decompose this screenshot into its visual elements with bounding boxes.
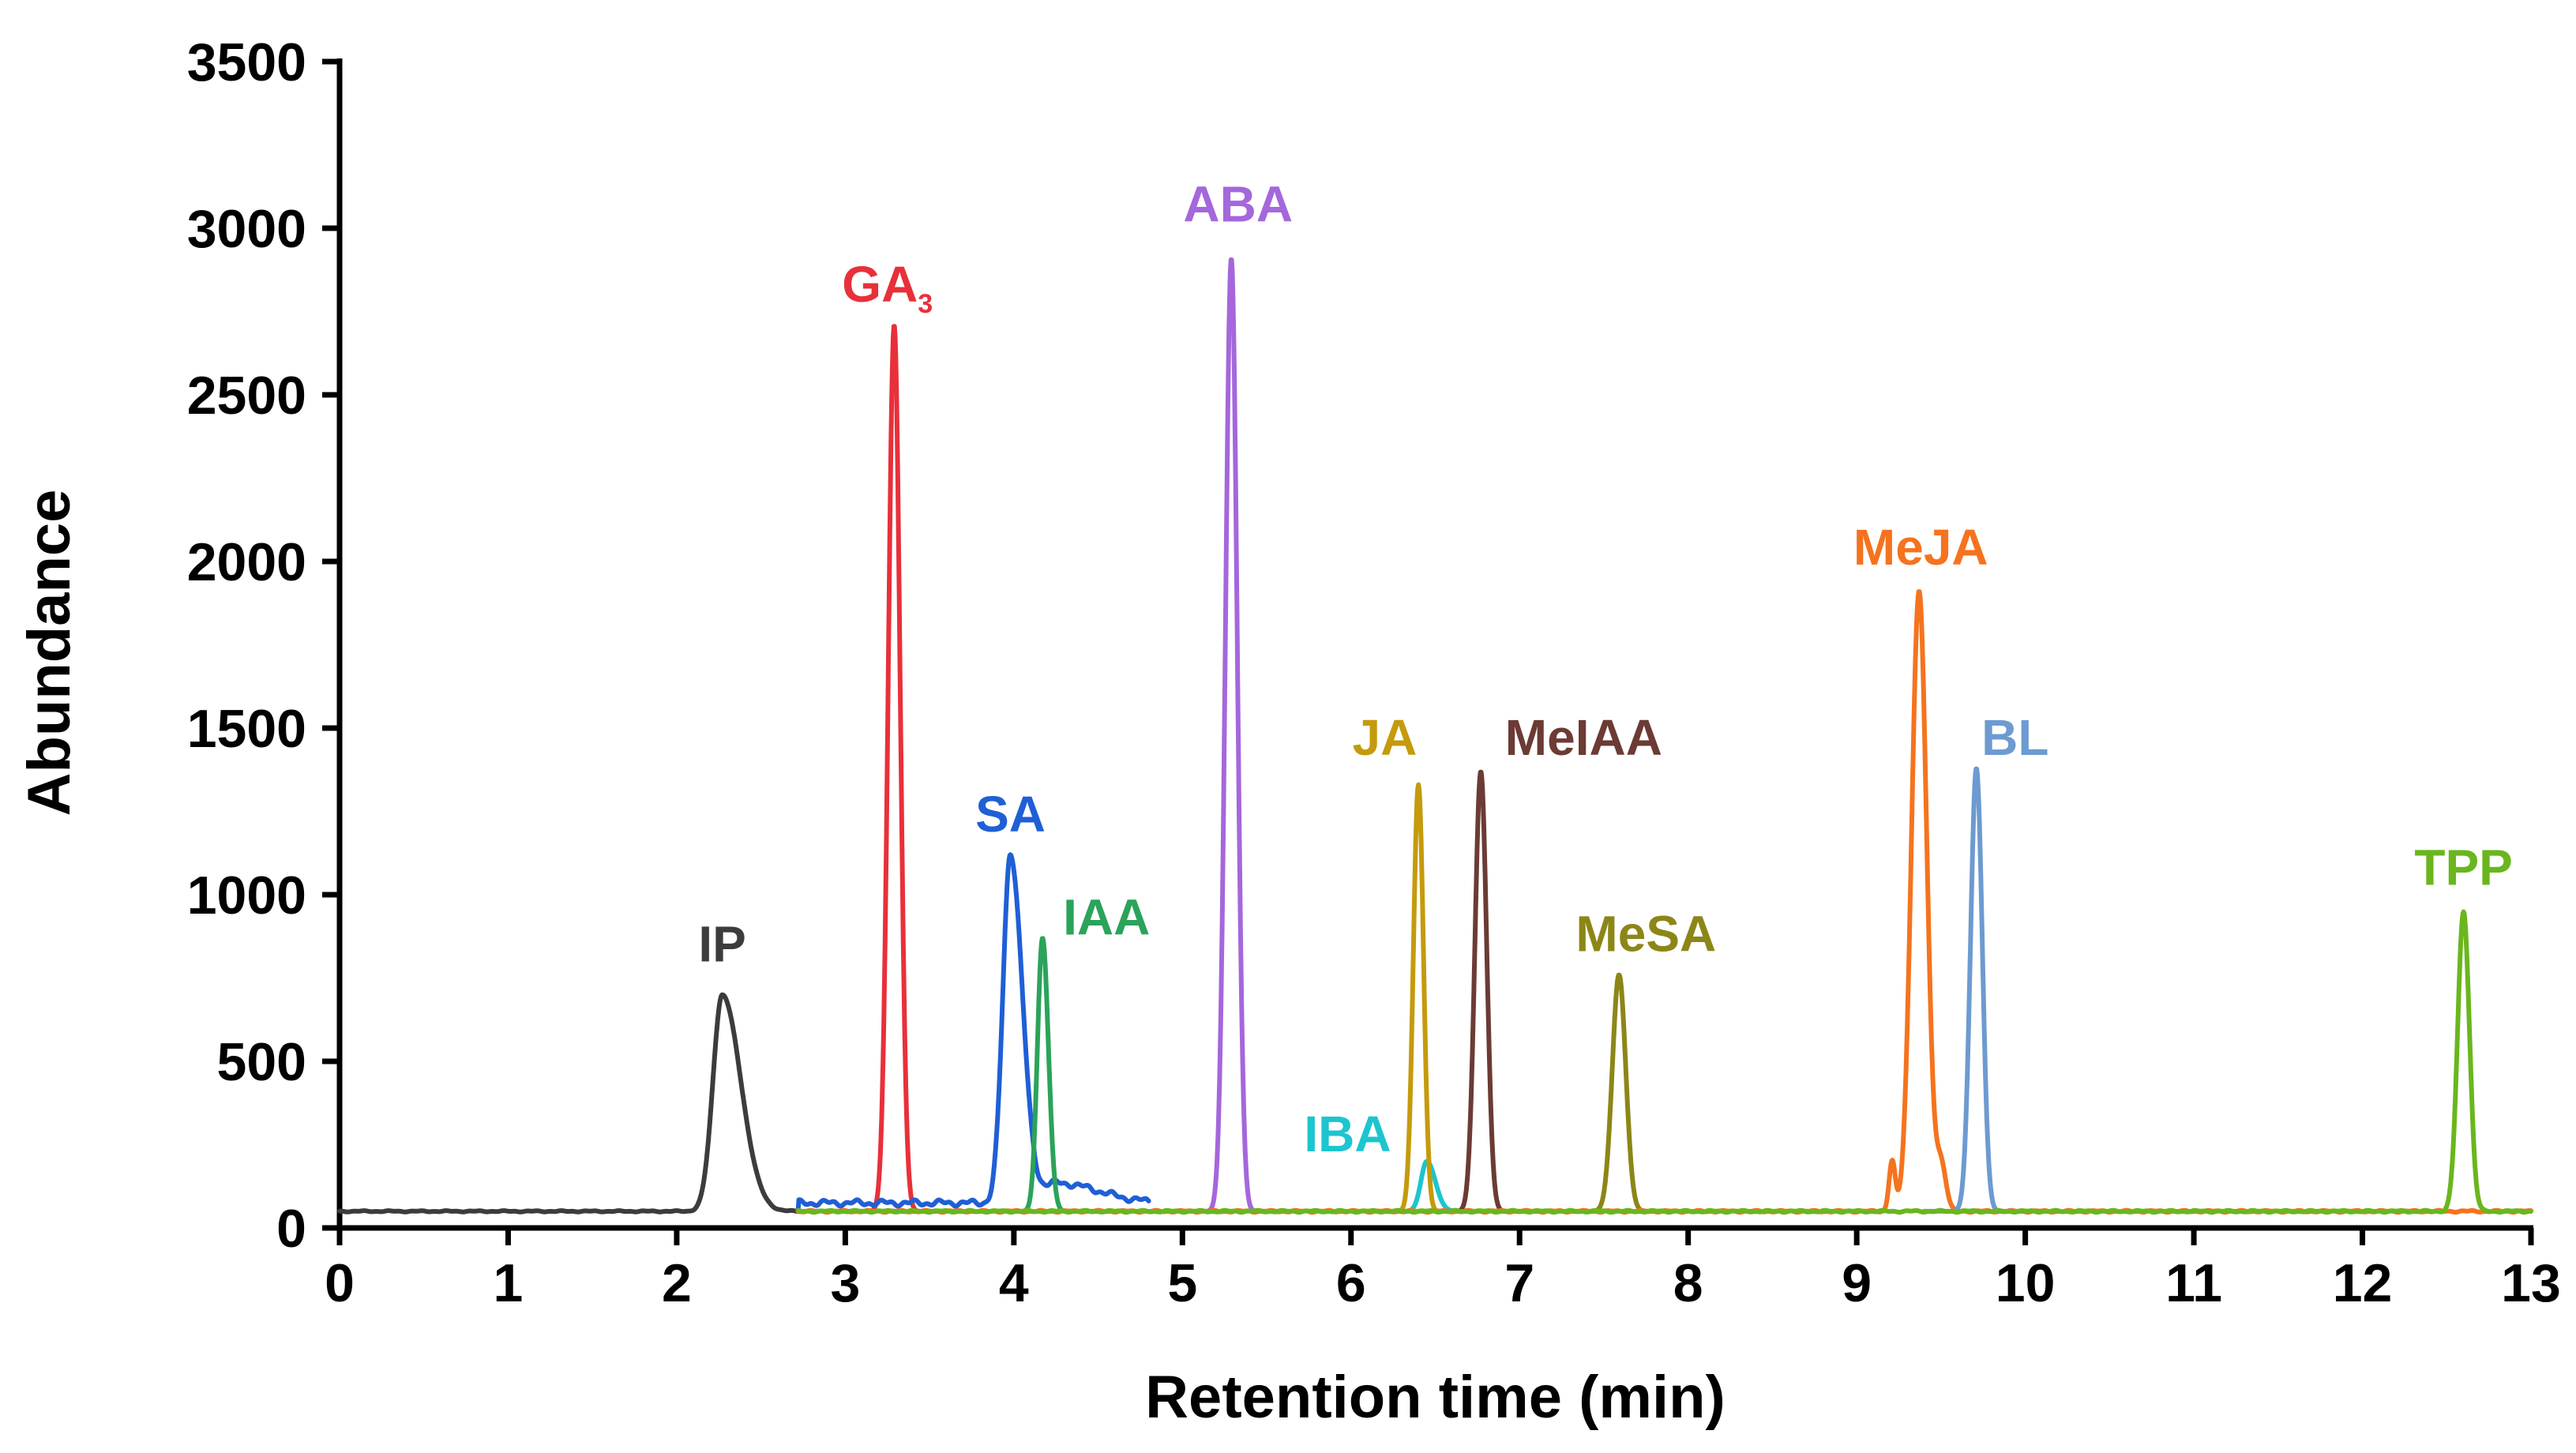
y-axis-title: Abundance (16, 490, 83, 817)
y-axis: 0 500 1000 1500 2000 2500 3000 3500 (187, 32, 343, 1259)
y-tick-label: 3500 (187, 32, 306, 92)
peak-label-meiaa: MeIAA (1505, 709, 1662, 766)
trace-meja (795, 589, 2533, 1215)
x-tick-label: 4 (999, 1253, 1029, 1313)
x-tick-label: 10 (1996, 1253, 2056, 1313)
x-tick-label: 0 (325, 1253, 355, 1313)
peak-label-text: IBA (1304, 1106, 1391, 1162)
peak-label-subscript: 3 (918, 289, 933, 319)
peak-label-text: MeIAA (1505, 709, 1662, 766)
peak-label-mesa: MeSA (1575, 906, 1716, 963)
y-tick-label: 2500 (187, 366, 306, 426)
x-tick-label: 2 (662, 1253, 692, 1313)
peak-label-text: MeJA (1853, 519, 1988, 576)
peak-label-text: BL (1981, 709, 2048, 766)
peak-label-bl: BL (1981, 709, 2048, 766)
trace-ip (337, 992, 805, 1215)
y-tick-label: 500 (217, 1032, 306, 1092)
peak-label-text: IAA (1063, 889, 1150, 946)
x-tick-label: 1 (494, 1253, 524, 1313)
x-axis-title: Retention time (min) (1145, 1364, 1725, 1431)
peak-label-text: IP (698, 915, 745, 972)
y-tick-label: 1500 (187, 699, 306, 759)
trace-ga3 (843, 324, 949, 1214)
peak-label-aba: ABA (1183, 176, 1293, 233)
trace-meiaa (1433, 769, 1539, 1214)
trace-aba (1180, 257, 1286, 1214)
chromatogram-traces (337, 257, 2533, 1215)
peak-labels: IP GA3 SA IAA ABA IBA JA MeIAA MeSA MeJA BL TPP (698, 176, 2513, 1162)
peak-label-text: TPP (2414, 839, 2512, 895)
x-tick-label: 13 (2501, 1253, 2561, 1313)
x-tick-label: 9 (1842, 1253, 1872, 1313)
y-tick-label: 1000 (187, 865, 306, 925)
x-tick-label: 7 (1504, 1253, 1534, 1313)
x-tick-label: 12 (2333, 1253, 2393, 1313)
y-tick-label: 0 (276, 1199, 306, 1259)
x-tick-label: 6 (1336, 1253, 1366, 1313)
peak-label-tpp: TPP (2414, 839, 2512, 895)
peak-label-ga3: GA3 (842, 256, 933, 319)
x-tick-label: 3 (830, 1253, 860, 1313)
peak-label-sa: SA (975, 786, 1046, 843)
peak-label-text: JA (1353, 709, 1418, 766)
peak-label-iaa: IAA (1063, 889, 1150, 946)
x-tick-label: 5 (1167, 1253, 1197, 1313)
peak-label-text: GA (842, 256, 918, 313)
x-axis: 0 1 2 3 4 5 6 7 8 9 10 11 12 13 (325, 1225, 2561, 1313)
y-tick-label: 3000 (187, 199, 306, 259)
peak-label-text: SA (975, 786, 1046, 843)
trace-iaa (994, 936, 1101, 1214)
peak-label-text: ABA (1183, 176, 1293, 233)
x-tick-label: 11 (2165, 1253, 2222, 1313)
peak-label-ip: IP (698, 915, 745, 972)
y-tick-label: 2000 (187, 532, 306, 592)
peak-label-text: MeSA (1575, 906, 1716, 963)
trace-tpp (795, 909, 2533, 1215)
x-tick-label: 8 (1673, 1253, 1703, 1313)
trace-mesa (1568, 972, 1674, 1214)
peak-label-ja: JA (1353, 709, 1418, 766)
trace-sa (795, 852, 1151, 1214)
peak-label-iba: IBA (1304, 1106, 1391, 1162)
peak-label-meja: MeJA (1853, 519, 1988, 576)
